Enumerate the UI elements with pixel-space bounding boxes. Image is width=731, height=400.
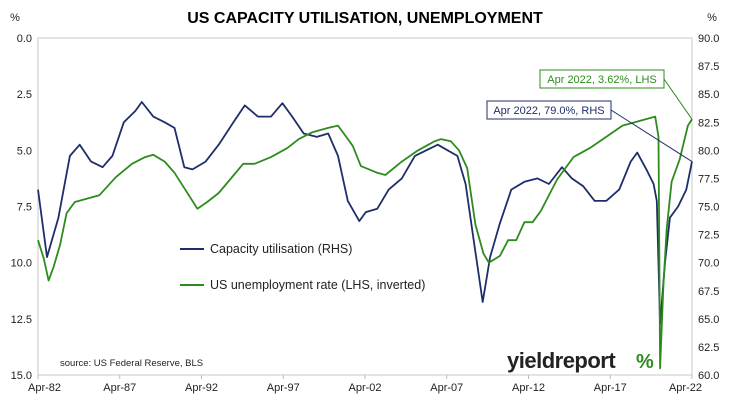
right-tick-label: 77.5 (698, 173, 719, 185)
legend-label-unemployment: US unemployment rate (LHS, inverted) (210, 278, 425, 292)
annotation-box (486, 100, 612, 120)
left-tick-label: 0.0 (17, 33, 32, 45)
left-tick-label: 12.5 (11, 314, 32, 326)
legend-label-capacity: Capacity utilisation (RHS) (210, 242, 352, 256)
series-layer (37, 101, 693, 370)
left-tick-label: 10.0 (11, 258, 32, 270)
x-tick-label: Apr-82 (28, 382, 61, 394)
left-tick-label: 7.5 (17, 202, 32, 214)
yieldreport-logo: yieldreport % (507, 348, 654, 373)
annotation-leader (610, 109, 693, 162)
right-tick-label: 70.0 (698, 258, 719, 270)
chart-title: US CAPACITY UTILISATION, UNEMPLOYMENT (187, 10, 543, 27)
right-tick-label: 65.0 (698, 314, 719, 326)
annotation-box (539, 69, 665, 89)
left-axis: 0.0 2.5 5.0 7.5 10.0 12.5 15.0 (11, 33, 32, 382)
right-tick-label: 87.5 (698, 61, 719, 73)
right-tick-label: 72.5 (698, 230, 719, 242)
left-tick-label: 2.5 (17, 89, 32, 101)
left-axis-unit: % (10, 12, 20, 24)
logo-text: yieldreport (507, 348, 616, 373)
right-tick-label: 75.0 (698, 202, 719, 214)
left-tick-label: 15.0 (11, 370, 32, 382)
right-tick-label: 60.0 (698, 370, 719, 382)
plot-area (37, 37, 693, 376)
x-tick-label: Apr-07 (430, 382, 463, 394)
annotation-label: Apr 2022, 3.62%, LHS (547, 74, 656, 86)
right-tick-label: 80.0 (698, 145, 719, 157)
x-axis: Apr-82 Apr-87 Apr-92 Apr-97 Apr-02 Apr-07 Apr-… (28, 375, 702, 394)
x-tick-label: Apr-22 (669, 382, 702, 394)
x-tick-label: Apr-92 (185, 382, 218, 394)
x-tick-label: Apr-87 (103, 382, 136, 394)
left-tick-label: 5.0 (17, 145, 32, 157)
right-axis-unit: % (707, 12, 717, 24)
x-tick-label: Apr-02 (348, 382, 381, 394)
annotation-leader (663, 78, 693, 120)
source-note: source: US Federal Reserve, BLS (60, 358, 203, 369)
unemployment-rate-line (37, 115, 693, 370)
capacity-utilisation-line (37, 101, 693, 326)
right-tick-label: 85.0 (698, 89, 719, 101)
legend: Capacity utilisation (RHS) US unemployme… (180, 242, 425, 292)
right-tick-label: 82.5 (698, 117, 719, 129)
right-tick-label: 62.5 (698, 342, 719, 354)
right-axis: 90.0 87.5 85.0 82.5 80.0 77.5 75.0 72.5 70.0 67.5… (698, 33, 719, 382)
x-tick-label: Apr-12 (512, 382, 545, 394)
annotation-label: Apr 2022, 79.0%, RHS (493, 105, 604, 117)
x-tick-label: Apr-97 (267, 382, 300, 394)
right-tick-label: 90.0 (698, 33, 719, 45)
right-tick-label: 67.5 (698, 286, 719, 298)
annotations: Apr 2022, 3.62%, LHS Apr 2022, 79.0%, RHS (486, 69, 693, 162)
x-tick-label: Apr-17 (594, 382, 627, 394)
logo-percent-icon: % (636, 351, 654, 373)
